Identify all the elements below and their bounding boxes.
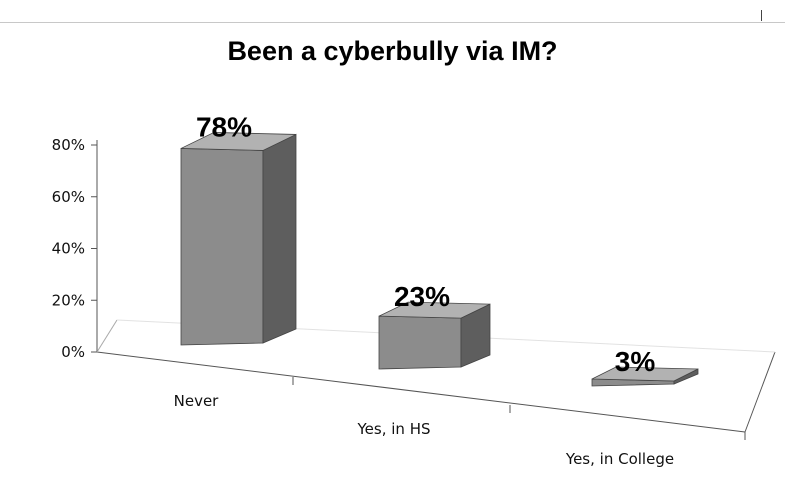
y-tick-label: 0% bbox=[61, 343, 85, 361]
y-axis-ticks: 0% 20% 40% 60% 80% bbox=[52, 136, 85, 361]
y-tick-label: 40% bbox=[52, 240, 85, 258]
bar bbox=[591, 366, 699, 387]
category-labels: Never Yes, in HS Yes, in College bbox=[174, 392, 674, 468]
floor-left-edge bbox=[96, 319, 118, 353]
data-label: 78% bbox=[196, 111, 252, 142]
bar-side-face bbox=[262, 133, 297, 344]
bar bbox=[180, 132, 297, 346]
floor-right-edge bbox=[744, 351, 776, 433]
bars bbox=[180, 132, 699, 387]
bar bbox=[378, 301, 491, 370]
data-label: 23% bbox=[394, 281, 450, 312]
text-cursor bbox=[761, 10, 762, 21]
chart-title: Been a cyberbully via IM? bbox=[227, 36, 558, 66]
data-labels: 78% 23% 3% bbox=[196, 111, 655, 377]
bar-front-face bbox=[180, 148, 264, 346]
category-label: Yes, in HS bbox=[357, 420, 431, 438]
y-tick-label: 60% bbox=[52, 188, 85, 206]
y-tick-label: 20% bbox=[52, 291, 85, 309]
bar-top-face bbox=[180, 132, 297, 151]
category-label: Never bbox=[174, 392, 220, 410]
data-label: 3% bbox=[615, 346, 656, 377]
category-label: Yes, in College bbox=[565, 450, 674, 468]
top-divider bbox=[0, 22, 785, 23]
bar-top-face bbox=[591, 366, 699, 382]
y-tick-label: 80% bbox=[52, 136, 85, 154]
bar-front-face bbox=[378, 315, 462, 370]
floor-front-edge bbox=[96, 351, 746, 433]
bar-top-face bbox=[378, 301, 491, 319]
